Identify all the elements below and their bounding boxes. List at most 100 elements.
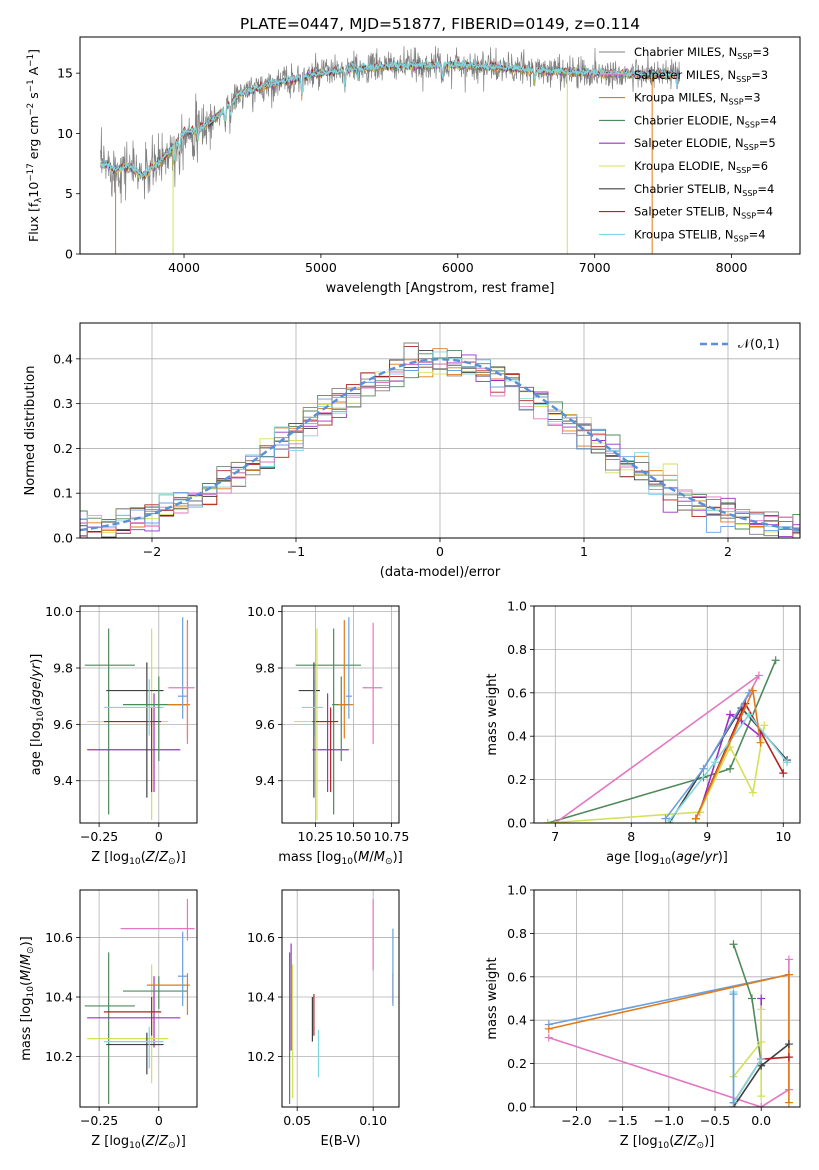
x-tick-label: −0.25 (80, 1113, 118, 1128)
label-part: Z [log (620, 1134, 658, 1149)
weight-marker (729, 990, 738, 999)
label-part: −1 (26, 54, 36, 67)
weight-marker (726, 764, 735, 773)
label-part: ⊙ (697, 1141, 705, 1151)
histogram-yellow (80, 363, 800, 538)
x-tick-label: −1.5 (607, 1113, 637, 1128)
x-tick-label: −1 (287, 544, 305, 559)
legend-label: 𝒩(0,1) (738, 336, 780, 351)
label-part: SSP (729, 98, 744, 107)
label-part: Chabrier ELODIE, N (634, 113, 745, 127)
weight-marker (784, 1098, 793, 1107)
label-part: / (19, 965, 34, 970)
x-tick-label: −0.5 (700, 1113, 730, 1128)
label-part: )] (176, 1134, 186, 1149)
y-tick-label: 0.4 (507, 729, 527, 744)
label-part: =4 (756, 205, 773, 219)
weight-marker (757, 1092, 766, 1101)
label-part: mass weight (485, 957, 500, 1039)
axes-frame (79, 889, 198, 1108)
label-part: SSP (745, 120, 760, 129)
label-part: Kroupa STELIB, N (634, 227, 734, 241)
label-part: age [log (29, 722, 44, 775)
label-part: age (29, 681, 44, 705)
label-part: s (26, 92, 41, 103)
weight-marker (544, 1033, 553, 1042)
y-tick-label: 0.2 (507, 772, 527, 787)
y-tick-label: 10.0 (247, 604, 275, 619)
label-part: SSP (736, 166, 751, 175)
label-part: Chabrier STELIB, N (634, 182, 742, 196)
y-tick-label: 0.2 (53, 441, 73, 456)
label-part: )] (19, 936, 34, 946)
label-part: yr (704, 850, 720, 865)
x-tick-label: 4000 (168, 260, 200, 275)
legend-label: Chabrier STELIB, NSSP=4 (634, 182, 774, 198)
y-tick-label: 0.0 (53, 531, 73, 546)
label-part: (data-model)/error (380, 565, 501, 580)
label-part: M (358, 850, 369, 865)
x-tick-label: 8 (627, 829, 635, 844)
y-tick-label: 10.2 (45, 1049, 73, 1064)
x-axis-label: Z [log10(Z/Z⊙)] (91, 1134, 186, 1151)
legend-label: Salpeter STELIB, NSSP=4 (634, 205, 773, 221)
y-tick-label: 10.4 (45, 990, 73, 1005)
histogram-blue (80, 359, 800, 533)
label-part: =6 (751, 159, 768, 173)
normal-curve (80, 358, 800, 532)
label-part: Z (145, 850, 156, 865)
y-tick-label: 5 (65, 186, 73, 201)
label-part: ( (19, 981, 34, 986)
label-part: M (19, 970, 34, 981)
axes-frame (281, 889, 400, 1108)
label-part: ( (29, 705, 44, 710)
label-part: A (26, 66, 41, 79)
weight-marker (757, 1005, 766, 1014)
histogram-grey (80, 342, 800, 538)
label-part: ⊙ (168, 1141, 176, 1151)
weight-marker (757, 1055, 766, 1064)
label-part: SSP (744, 143, 759, 152)
label-part: Z (145, 1134, 156, 1149)
label-part: mass [log (278, 850, 341, 865)
label-part: / (29, 676, 44, 681)
label-part: Z (158, 850, 169, 865)
y-tick-label: 0.1 (53, 486, 73, 501)
legend-label: Chabrier ELODIE, NSSP=4 (634, 113, 777, 129)
label-part: )] (29, 654, 44, 664)
x-tick-label: 7000 (579, 260, 611, 275)
weight-marker (760, 721, 769, 730)
model-spectrum-kroupa-stelib (100, 61, 680, 177)
label-part: Kroupa MILES, N (634, 91, 729, 105)
label-part: Z (687, 1134, 698, 1149)
weight-marker (771, 656, 780, 665)
label-part: 10 (659, 857, 671, 867)
weight-marker (757, 994, 766, 1003)
x-tick-label: 6000 (442, 260, 474, 275)
plot-area-spectrum (100, 45, 680, 254)
axes-frame (79, 322, 801, 539)
weight-marker (699, 764, 708, 773)
x-tick-label: 0.10 (359, 1113, 387, 1128)
x-axis-label: wavelength [Angstrom, rest frame] (326, 281, 555, 296)
weight-marker (784, 1053, 793, 1062)
y-tick-label: 10.4 (247, 990, 275, 1005)
legend-label: Salpeter MILES, NSSP=3 (634, 68, 768, 84)
label-part: ( (141, 1134, 146, 1149)
label-part: / (369, 850, 374, 865)
weight-marker (544, 1024, 553, 1033)
label-part: 10 (129, 857, 141, 867)
label-part: =5 (759, 136, 776, 150)
weight-marker (691, 814, 700, 823)
x-tick-label: 0 (155, 829, 163, 844)
x-tick-label: −1.0 (654, 1113, 684, 1128)
weight-marker (754, 671, 763, 680)
weight-series-yellow (732, 1009, 763, 1097)
x-axis-label: E(B-V) (320, 1134, 360, 1149)
x-tick-label: 0.05 (283, 1113, 311, 1128)
x-tick-label: 5000 (305, 260, 337, 275)
x-tick-label: 9 (703, 829, 711, 844)
observed-spectrum-line (100, 45, 680, 204)
panel-residuals: −2 −1 0 1 2 0.0 0.1 0.2 0.3 0.4 (data-model)/error… (23, 322, 801, 580)
